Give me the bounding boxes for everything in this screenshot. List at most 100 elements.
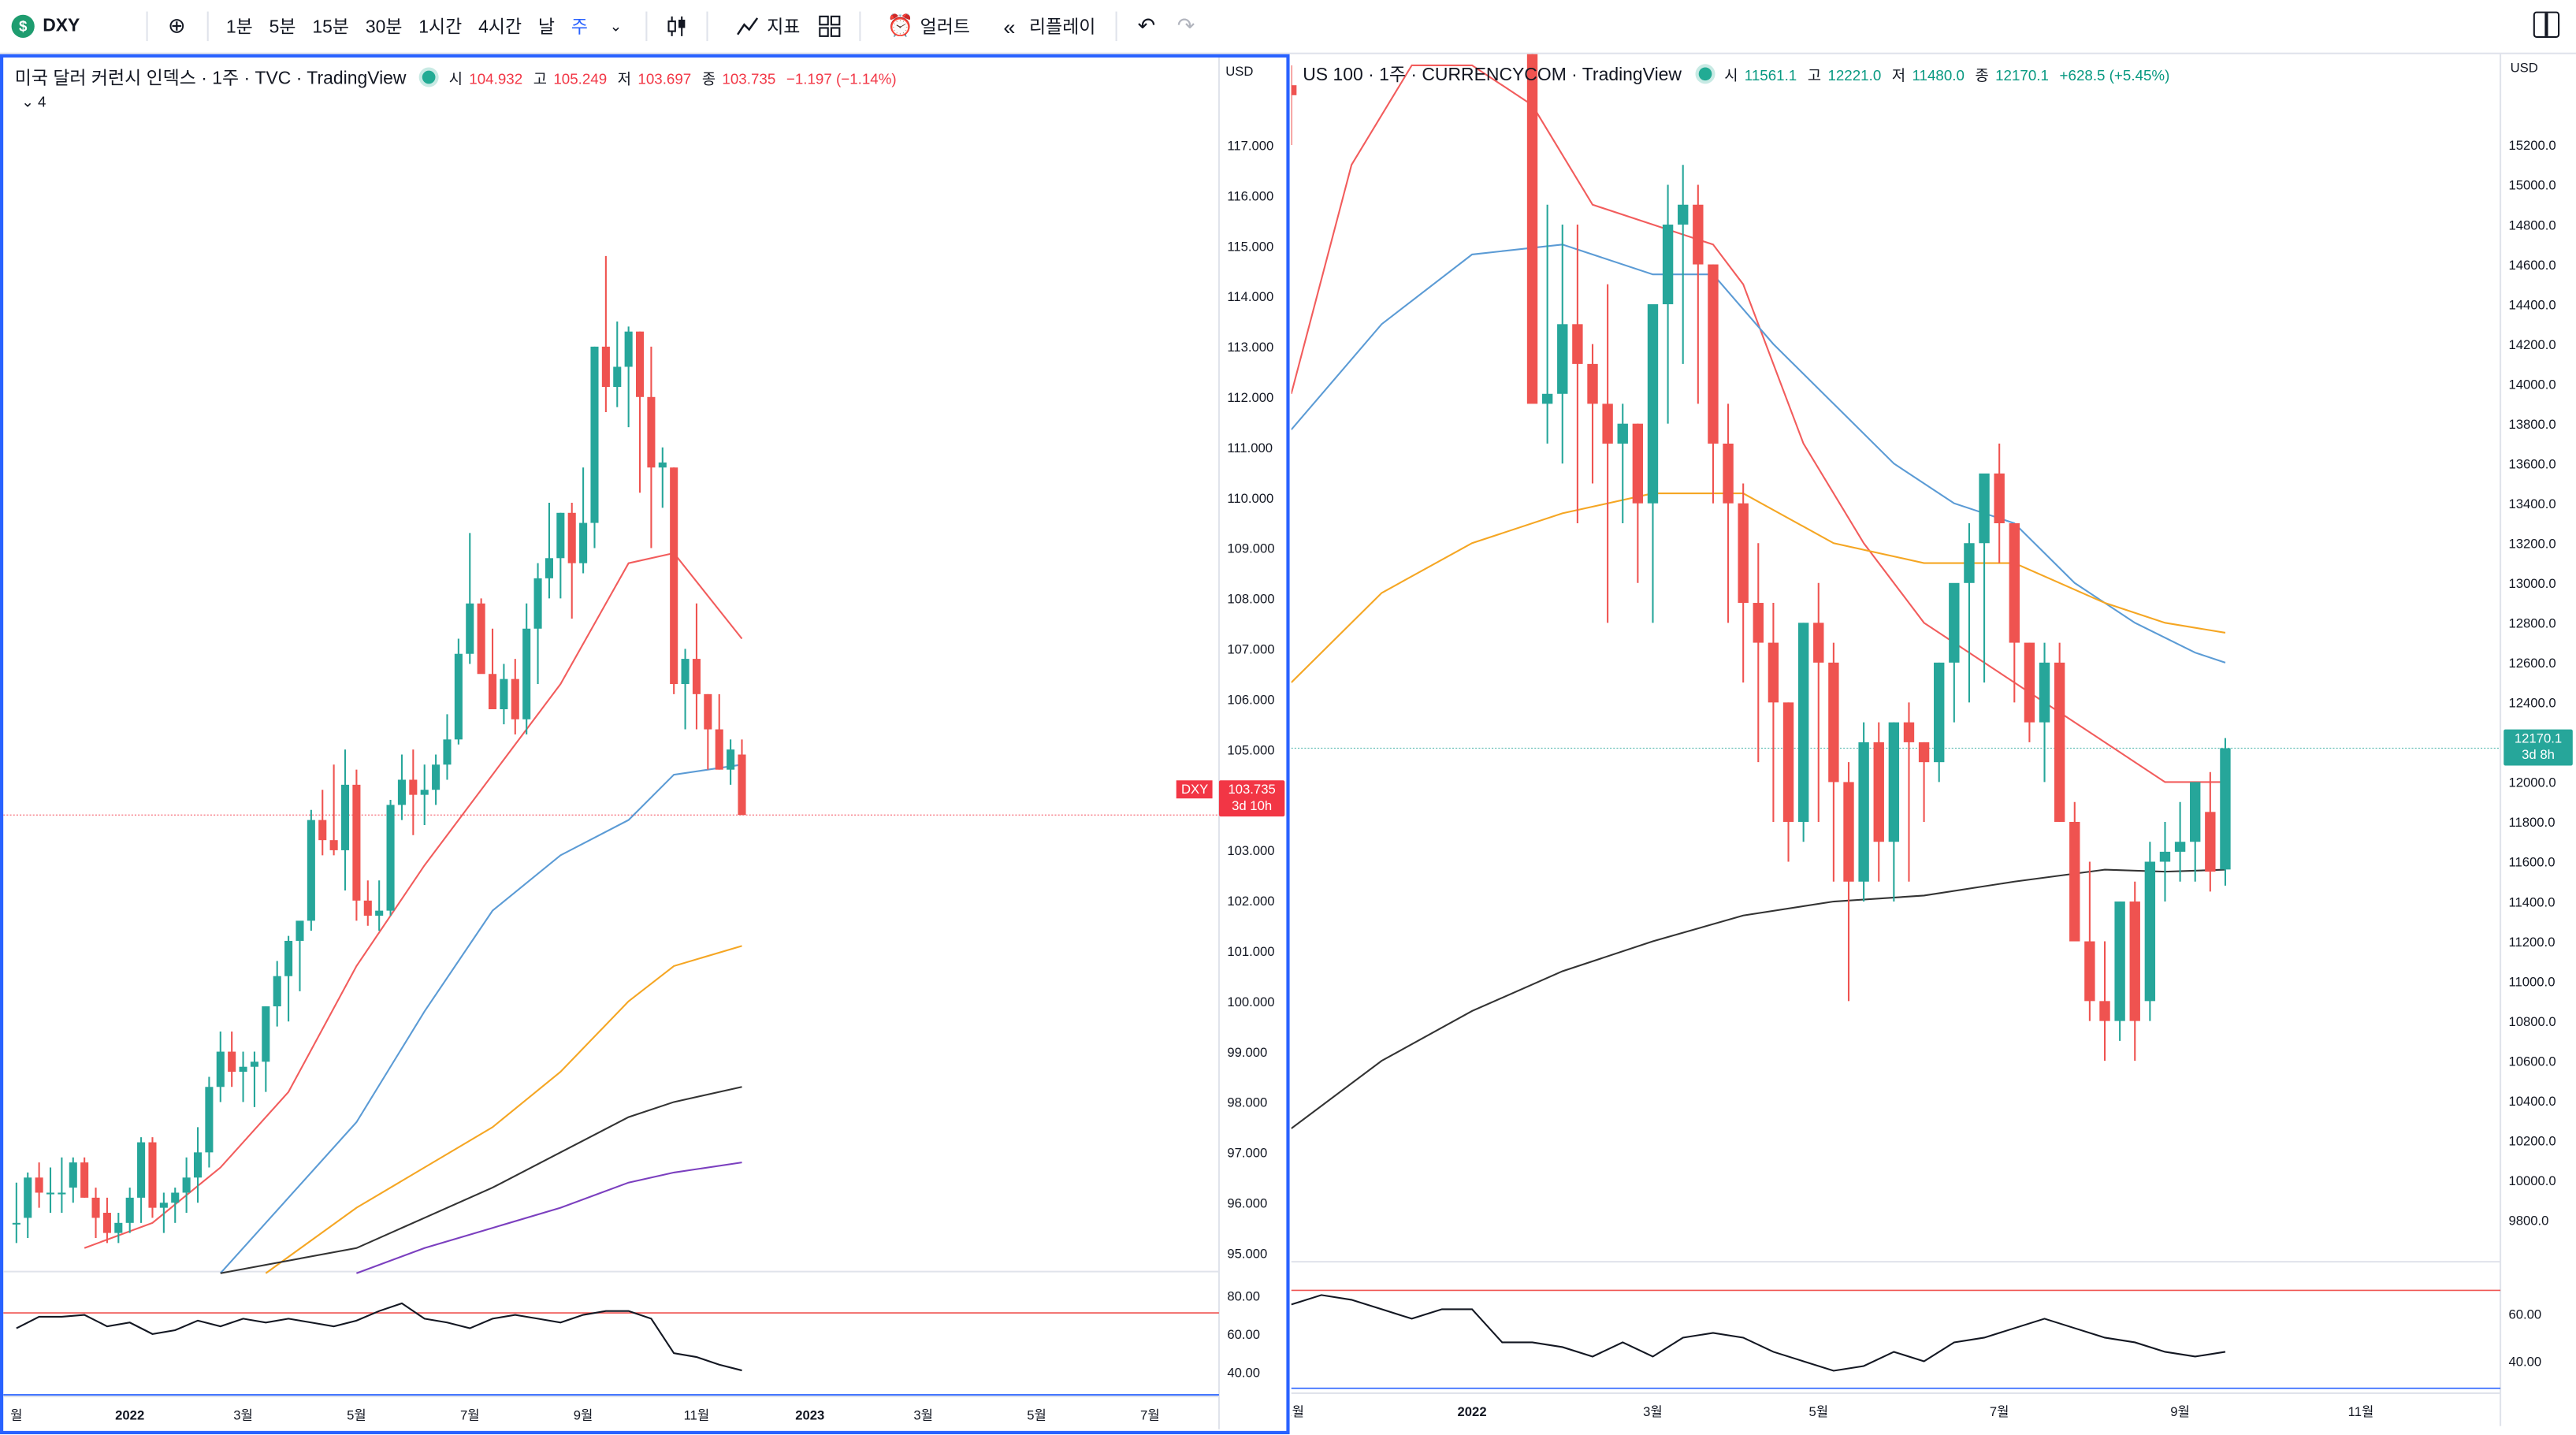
- add-symbol-icon[interactable]: ⊕: [168, 13, 186, 38]
- moving-average-line: [1291, 244, 2226, 664]
- candle-body: [1738, 503, 1749, 604]
- candle-body: [1572, 324, 1583, 364]
- price-tick-label: 10800.0: [2508, 1014, 2556, 1029]
- candle-body: [318, 820, 327, 841]
- price-tick-label: 14000.0: [2508, 377, 2556, 392]
- alert-label: 얼러트: [920, 17, 970, 38]
- candle-body: [250, 1061, 258, 1067]
- price-tick-label: 99.000: [1227, 1045, 1267, 1060]
- interval-day[interactable]: 날: [537, 17, 556, 38]
- chart-pane-us100[interactable]: 15200.0 15000.0 14800.0 14600.0 14400.0 14200…: [1291, 54, 2576, 1434]
- candle-body: [80, 1162, 89, 1198]
- low-value: 11480.0: [1912, 66, 1965, 84]
- candle-body: [58, 1192, 66, 1195]
- candle-body: [1693, 204, 1704, 265]
- currency-label[interactable]: USD: [2510, 61, 2538, 76]
- candle-body: [352, 784, 361, 901]
- candle-body: [239, 1066, 247, 1073]
- countdown-value: 3d 8h: [2522, 747, 2555, 763]
- candle-body: [715, 729, 723, 770]
- candle-body: [1602, 403, 1613, 444]
- interval-1m[interactable]: 1분: [225, 17, 253, 38]
- symbol-search-button[interactable]: $ DXY: [11, 14, 80, 38]
- dxy-chart-svg[interactable]: 117.000 116.000 115.000 114.000 113.000 112.0…: [3, 57, 1286, 1431]
- price-tick-label: 13000.0: [2508, 576, 2556, 591]
- low-value: 103.697: [637, 69, 692, 87]
- price-tick-label: 12400.0: [2508, 696, 2556, 711]
- change-value: −1.197 (−1.14%): [786, 69, 897, 87]
- us100-chart-svg[interactable]: 15200.0 15000.0 14800.0 14600.0 14400.0 14200…: [1291, 54, 2576, 1434]
- time-tick-label: 11월: [1292, 1404, 1304, 1419]
- time-tick-label: 3월: [233, 1407, 253, 1422]
- candle-body: [1557, 324, 1568, 394]
- price-tick-label: 11600.0: [2508, 855, 2555, 870]
- candle-body: [727, 749, 735, 770]
- candle-body: [2205, 812, 2216, 872]
- candle-body: [182, 1177, 191, 1193]
- candle-body: [2084, 941, 2095, 1002]
- candle-body: [1828, 662, 1839, 783]
- price-tick-label: 11800.0: [2508, 815, 2555, 830]
- candle-body: [1888, 722, 1900, 842]
- close-value: 103.735: [722, 69, 776, 87]
- moving-average-line: [265, 945, 742, 1274]
- candlestick-type-icon[interactable]: [662, 12, 692, 42]
- interval-15m[interactable]: 15분: [312, 17, 349, 38]
- replay-button[interactable]: « 리플레이: [990, 12, 1095, 42]
- candle-body: [522, 628, 531, 719]
- indicators-toggle[interactable]: ⌄ 4: [21, 94, 46, 112]
- templates-grid-icon[interactable]: [815, 12, 845, 42]
- candle-body: [1782, 702, 1794, 822]
- candle-body: [590, 346, 599, 523]
- candle-body: [500, 678, 508, 709]
- candle-body: [228, 1051, 236, 1073]
- candle-body: [1813, 623, 1824, 663]
- chart-legend: 미국 달러 커런시 인덱스 · 1주 · TVC · TradingView 시…: [15, 64, 903, 90]
- candle-body: [193, 1152, 203, 1178]
- interval-5m[interactable]: 5분: [269, 17, 296, 38]
- candle-body: [2174, 842, 2186, 852]
- candle-body: [386, 805, 395, 911]
- interval-4h[interactable]: 4시간: [478, 17, 522, 38]
- chevron-down-icon[interactable]: ⌄: [609, 17, 623, 34]
- time-tick-label: 2023: [795, 1407, 824, 1422]
- alert-button[interactable]: ⏰ 얼러트: [881, 12, 970, 42]
- price-tick-label: 14600.0: [2508, 258, 2556, 273]
- undo-icon[interactable]: ↶: [1137, 13, 1156, 38]
- oscillator-tick-label: 60.00: [1227, 1327, 1260, 1342]
- candle-body: [1753, 603, 1764, 643]
- indicators-button[interactable]: 지표: [727, 12, 800, 42]
- moving-average-line: [220, 764, 742, 1274]
- price-tick-label: 102.000: [1227, 894, 1274, 909]
- candle-body: [738, 754, 746, 816]
- candle-body: [658, 462, 667, 468]
- time-tick-label: 3월: [913, 1407, 933, 1422]
- toolbar-divider: [1115, 11, 1117, 42]
- price-tick-label: 108.000: [1227, 592, 1274, 607]
- price-tick-label: 96.000: [1227, 1196, 1267, 1211]
- price-tick-label: 113.000: [1227, 340, 1273, 355]
- layout-split-icon[interactable]: [2533, 11, 2560, 38]
- interval-30m[interactable]: 30분: [365, 17, 403, 38]
- price-tick-label: 116.000: [1227, 188, 1273, 203]
- redo-icon[interactable]: ↷: [1176, 13, 1195, 38]
- price-tick-label: 97.000: [1227, 1146, 1267, 1161]
- candle-body: [1526, 54, 1538, 404]
- candle-body: [1949, 582, 1960, 663]
- price-tick-label: 115.000: [1227, 239, 1273, 254]
- price-tick-label: 11200.0: [2508, 935, 2555, 950]
- candle-body: [102, 1213, 111, 1233]
- candle-body: [1873, 742, 1884, 842]
- interval-week[interactable]: 주: [571, 17, 588, 38]
- candle-body: [1858, 742, 1869, 882]
- interval-1h[interactable]: 1시간: [418, 17, 463, 38]
- time-tick-label: 7월: [1140, 1407, 1160, 1422]
- candle-body: [432, 764, 440, 790]
- time-tick-label: 7월: [1990, 1404, 2009, 1419]
- high-value: 105.249: [553, 69, 608, 87]
- candle-body: [613, 366, 622, 388]
- candle-body: [1632, 423, 1644, 504]
- currency-label[interactable]: USD: [1225, 64, 1254, 80]
- chart-pane-dxy[interactable]: 117.000 116.000 115.000 114.000 113.000 112.0…: [0, 54, 1290, 1435]
- candle-body: [704, 693, 712, 730]
